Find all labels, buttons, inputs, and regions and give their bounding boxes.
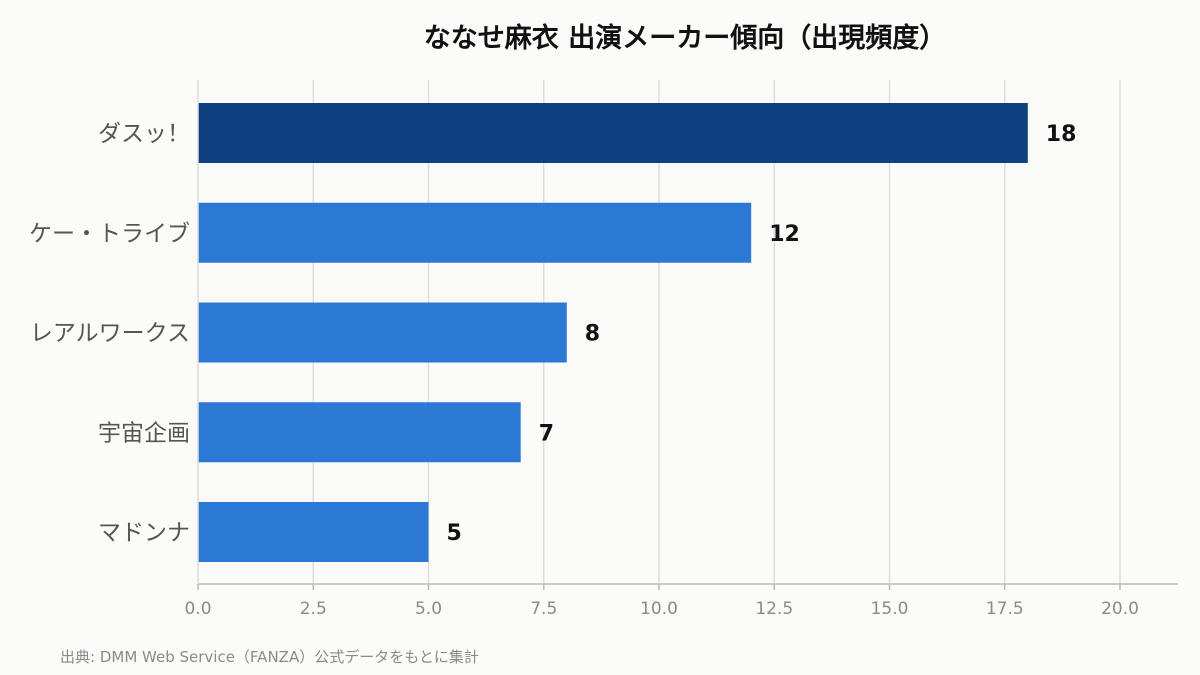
category-label: レアルワークス xyxy=(30,321,190,347)
x-axis: 0.0 2.5 5.0 7.5 10.0 12.5 15.0 17.5 20.0 xyxy=(184,80,1178,619)
bar xyxy=(198,502,429,562)
chart-title: ななせ麻衣 出演メーカー傾向（出現頻度） xyxy=(423,23,947,54)
x-tick-label: 0.0 xyxy=(184,599,211,619)
category-label: ケー・トライブ xyxy=(29,221,190,247)
bar xyxy=(198,302,567,363)
x-tick-label: 7.5 xyxy=(530,599,557,619)
bar xyxy=(198,103,1028,163)
data-label: 7 xyxy=(539,421,554,446)
x-tick-label: 17.5 xyxy=(986,599,1024,619)
category-label: ダスッ！ xyxy=(98,121,190,147)
x-tick-label: 2.5 xyxy=(300,599,327,619)
x-tick-label: 12.5 xyxy=(755,599,793,619)
bar xyxy=(198,402,521,463)
category-label: 宇宙企画 xyxy=(98,420,190,446)
bar xyxy=(198,202,752,263)
category-label: マドンナ xyxy=(98,520,190,546)
labels: ダスッ！ 18 ケー・トライブ 12 レアルワークス 8 宇宙企画 7 マドンナ 5 xyxy=(29,121,1076,546)
x-tick-label: 5.0 xyxy=(415,599,442,619)
x-tick-label: 15.0 xyxy=(871,599,909,619)
data-label: 12 xyxy=(769,222,800,247)
data-label: 8 xyxy=(585,322,600,347)
x-tick-label: 20.0 xyxy=(1101,599,1139,619)
data-label: 18 xyxy=(1046,122,1077,147)
bars xyxy=(198,103,1028,562)
source-note: 出典: DMM Web Service（FANZA）公式データをもとに集計 xyxy=(60,648,479,666)
x-tick-label: 10.0 xyxy=(640,599,678,619)
data-label: 5 xyxy=(447,521,462,546)
